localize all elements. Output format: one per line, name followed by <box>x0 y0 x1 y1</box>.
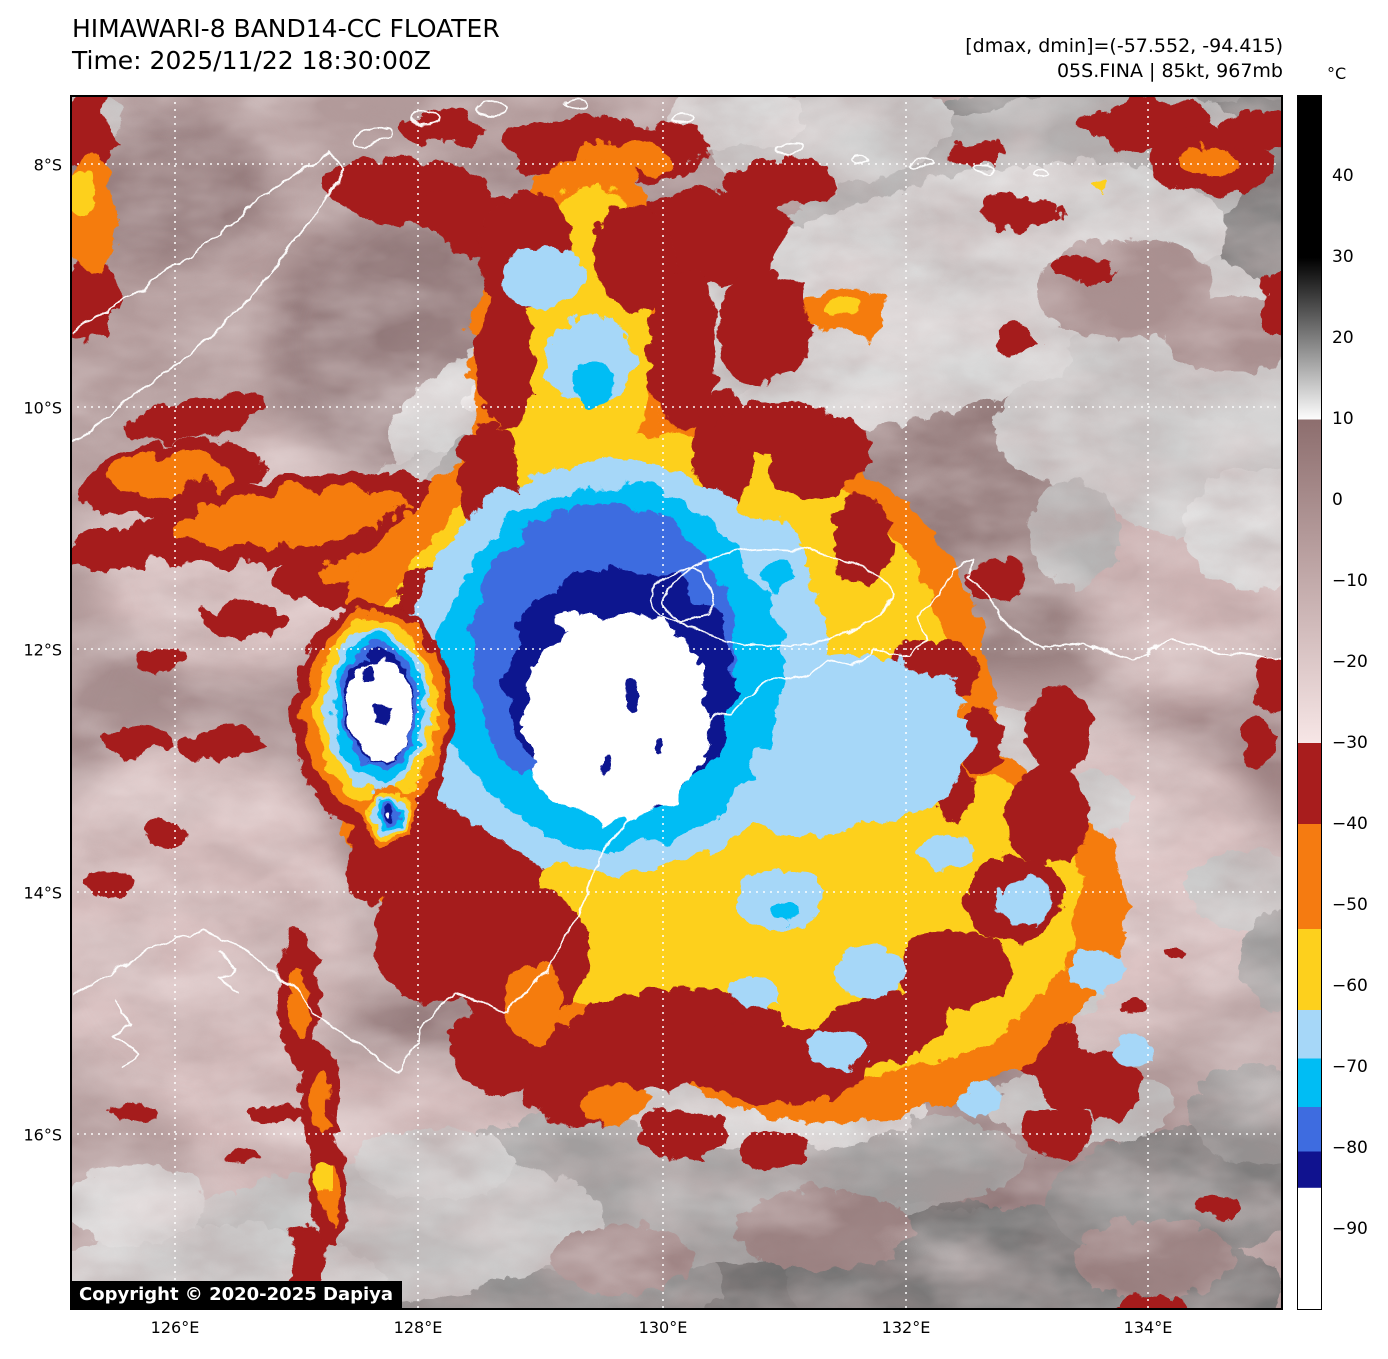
satellite-map-image: Copyright © 2020-2025 Dapiya <box>70 95 1283 1310</box>
lat-tick-label: 14°S <box>23 883 62 903</box>
colorbar-tick: −90 <box>1332 1218 1368 1239</box>
lat-tick-label: 12°S <box>23 640 62 660</box>
figure-time: Time: 2025/11/22 18:30:00Z <box>72 46 431 75</box>
colorbar-tick: −70 <box>1332 1057 1368 1077</box>
colorbar-tick: 0 <box>1332 489 1343 510</box>
colorbar-tick: −30 <box>1332 732 1368 753</box>
colorbar-tick: −20 <box>1332 652 1368 673</box>
colorbar-tick: 10 <box>1332 409 1354 430</box>
lon-tick-label: 132°E <box>881 1318 931 1337</box>
lat-tick-label: 8°S <box>33 155 62 175</box>
figure-annotations: [dmax, dmin]=(-57.552, -94.415) 05S.FINA… <box>965 34 1283 84</box>
copyright-badge: Copyright © 2020-2025 Dapiya <box>70 1281 403 1308</box>
colorbar-tick: 40 <box>1332 166 1354 187</box>
yellow-specks-far <box>70 165 1103 315</box>
lat-tick-label: 16°S <box>23 1125 62 1145</box>
lon-tick-label: 130°E <box>638 1318 688 1337</box>
coastlines <box>70 97 1283 1071</box>
colorbar-tick: −40 <box>1332 814 1368 834</box>
map-border <box>70 95 1283 1310</box>
figure-title: HIMAWARI-8 BAND14-CC FLOATER <box>72 14 500 43</box>
lon-tick-label: 134°E <box>1123 1318 1173 1337</box>
colorbar-tick: 30 <box>1332 246 1354 267</box>
storm-info-label: 05S.FINA | 85kt, 967mb <box>1056 60 1283 82</box>
temperature-colorbar <box>1297 95 1322 1310</box>
ir-imagery <box>70 95 1283 1310</box>
lat-tick-label: 10°S <box>23 398 62 418</box>
lon-tick-label: 126°E <box>150 1318 200 1337</box>
lon-tick-label: 128°E <box>393 1318 443 1337</box>
colorbar-tick: −50 <box>1332 895 1368 916</box>
dmax-dmin-label: [dmax, dmin]=(-57.552, -94.415) <box>965 35 1283 57</box>
colorbar-tick: −10 <box>1332 571 1368 591</box>
cyclone-white-core <box>520 607 705 821</box>
west-convective-cell <box>290 598 450 843</box>
colorbar-tick: −60 <box>1332 975 1368 996</box>
cold-debris-patches <box>496 243 1154 1112</box>
colorbar-unit-label: °C <box>1327 64 1347 83</box>
cyclone-system <box>273 150 1154 1310</box>
rainband-yellow-specks <box>312 1154 330 1190</box>
colorbar-tick-labels: 40 30 20 10 0 −10 −20 −30 −40 −50 −60 −7… <box>1332 95 1386 1310</box>
colorbar-tick: −80 <box>1332 1138 1368 1159</box>
colorbar-tick: 20 <box>1332 328 1354 348</box>
